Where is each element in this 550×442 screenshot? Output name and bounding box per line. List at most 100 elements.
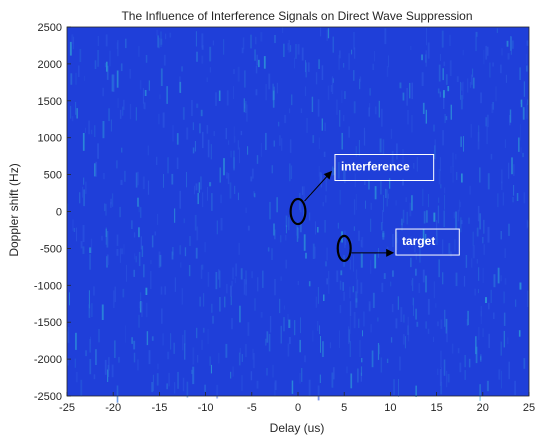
- noise-streak: [370, 218, 372, 232]
- noise-streak: [247, 322, 250, 336]
- noise-streak: [241, 354, 243, 362]
- noise-streak: [111, 74, 114, 92]
- noise-streak: [331, 76, 334, 94]
- noise-streak: [478, 289, 479, 294]
- noise-streak: [500, 231, 502, 240]
- noise-streak: [105, 227, 107, 245]
- noise-streak: [244, 344, 247, 358]
- annotation-label: target: [402, 234, 435, 248]
- noise-streak: [353, 226, 355, 231]
- noise-streak: [288, 337, 291, 345]
- noise-streak: [70, 73, 73, 85]
- noise-streak: [460, 95, 463, 110]
- noise-streak: [289, 45, 292, 52]
- noise-streak: [460, 136, 462, 147]
- noise-streak: [390, 281, 392, 287]
- noise-streak: [353, 70, 355, 81]
- noise-streak: [317, 385, 320, 401]
- noise-streak: [482, 237, 484, 244]
- y-tick-label: -1000: [34, 280, 62, 292]
- noise-streak: [470, 74, 473, 85]
- noise-streak: [90, 336, 91, 344]
- noise-streak: [472, 77, 475, 89]
- noise-streak: [196, 226, 199, 241]
- y-tick-label: 0: [56, 207, 62, 219]
- noise-streak: [144, 102, 146, 110]
- noise-streak: [475, 346, 478, 364]
- noise-streak: [74, 358, 76, 368]
- noise-streak: [289, 163, 291, 182]
- noise-streak: [241, 47, 244, 54]
- noise-streak: [110, 198, 112, 205]
- noise-streak: [395, 200, 397, 206]
- noise-streak: [116, 385, 119, 403]
- noise-streak: [412, 278, 414, 292]
- noise-streak: [513, 164, 515, 176]
- noise-streak: [487, 173, 490, 190]
- x-tick-label: 10: [384, 402, 396, 414]
- noise-streak: [83, 176, 85, 185]
- noise-streak: [339, 50, 341, 59]
- noise-streak: [370, 324, 372, 333]
- noise-streak: [358, 318, 360, 328]
- noise-streak: [279, 298, 281, 314]
- noise-streak: [482, 267, 484, 284]
- noise-streak: [451, 343, 454, 354]
- noise-streak: [436, 220, 438, 237]
- noise-streak: [200, 265, 203, 279]
- noise-streak: [195, 183, 198, 191]
- noise-streak: [143, 101, 145, 109]
- noise-streak: [161, 308, 163, 324]
- noise-streak: [225, 343, 228, 358]
- noise-streak: [351, 49, 353, 55]
- noise-streak: [287, 313, 289, 321]
- noise-streak: [80, 379, 83, 397]
- noise-streak: [233, 126, 235, 144]
- noise-streak: [75, 101, 77, 115]
- noise-streak: [333, 168, 335, 175]
- y-tick-label: -2500: [34, 391, 62, 403]
- noise-streak: [470, 124, 472, 138]
- noise-streak: [462, 81, 464, 100]
- y-tick-label: 1000: [38, 133, 62, 145]
- noise-streak: [358, 140, 360, 157]
- noise-streak: [410, 236, 412, 242]
- noise-streak: [308, 379, 311, 397]
- noise-streak: [374, 254, 377, 269]
- noise-streak: [508, 223, 510, 236]
- y-axis-label: Doppler shift (Hz): [7, 163, 21, 256]
- noise-streak: [147, 180, 150, 195]
- noise-streak: [202, 192, 204, 208]
- noise-streak: [471, 258, 473, 268]
- noise-streak: [76, 108, 78, 119]
- noise-streak: [285, 234, 287, 241]
- noise-streak: [215, 272, 218, 290]
- noise-streak: [101, 235, 103, 241]
- y-tick-label: -2000: [34, 354, 62, 366]
- noise-streak: [370, 202, 372, 210]
- noise-streak: [452, 165, 454, 183]
- annotation-ellipse: [336, 234, 352, 263]
- noise-streak: [257, 277, 259, 292]
- noise-streak: [250, 34, 252, 49]
- noise-streak: [72, 36, 75, 50]
- noise-streak: [407, 110, 409, 125]
- noise-streak: [397, 296, 399, 310]
- noise-streak: [421, 54, 423, 61]
- noise-streak: [199, 123, 201, 134]
- noise-streak: [148, 80, 150, 91]
- noise-streak: [280, 325, 282, 344]
- noise-streak: [94, 125, 96, 137]
- noise-streak: [106, 254, 109, 265]
- noise-streak: [170, 333, 172, 350]
- noise-streak: [391, 151, 394, 169]
- noise-streak: [116, 234, 119, 246]
- noise-streak: [67, 331, 69, 343]
- x-tick-label: 20: [477, 402, 489, 414]
- noise-streak: [138, 46, 140, 57]
- noise-streak: [460, 217, 462, 233]
- noise-streak: [90, 238, 93, 254]
- noise-streak: [444, 309, 446, 327]
- noise-streak: [315, 296, 318, 308]
- noise-streak: [318, 137, 320, 150]
